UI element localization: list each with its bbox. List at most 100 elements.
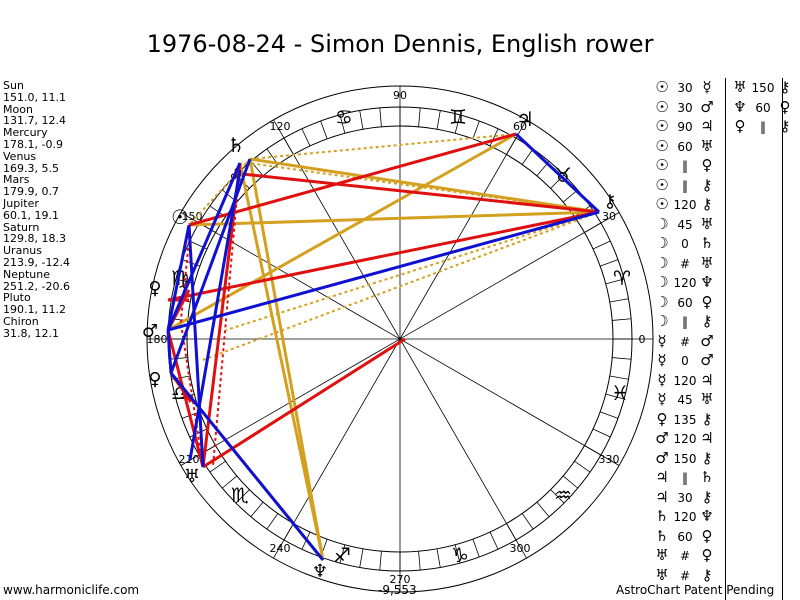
sign-pisces-icon: ♓ bbox=[611, 381, 629, 405]
degree-tick bbox=[359, 110, 364, 130]
aspect-angle: 150 bbox=[751, 81, 775, 95]
aspect-planet-glyph: ☉ bbox=[655, 136, 669, 155]
aspect-angle: ‖ bbox=[682, 178, 688, 193]
aspect-row: ♀ 135 ⚷ bbox=[652, 410, 742, 430]
aspect-row: ☽ 0 ♄ bbox=[652, 234, 742, 254]
degree-tick bbox=[550, 489, 565, 504]
aspect-planet-glyph: ⚷ bbox=[701, 448, 713, 467]
aspect-row: ♅ 150 ⚷ bbox=[730, 78, 800, 98]
aspect-planet-glyph: ♃ bbox=[700, 429, 714, 447]
aspect-row: ☉ 90 ♃ bbox=[652, 117, 742, 137]
planet-coords: 179.9, 0.7 bbox=[3, 185, 59, 199]
aspect-planet-glyph: ♀ bbox=[701, 546, 713, 564]
aspect-line bbox=[166, 162, 242, 331]
uranus-icon: ♅ bbox=[184, 466, 200, 487]
aspect-line bbox=[167, 210, 600, 302]
aspect-planet-glyph: ♅ bbox=[700, 214, 714, 233]
aspect-angle: 30 bbox=[677, 490, 693, 505]
aspect-line bbox=[166, 224, 191, 331]
degree-tick bbox=[521, 513, 534, 530]
aspect-planet-glyph: ♄ bbox=[655, 526, 669, 545]
aspect-row: ☉ 60 ♅ bbox=[652, 137, 742, 157]
aspect-line bbox=[249, 133, 517, 160]
sign-aries-icon: ♈ bbox=[613, 266, 631, 290]
planet-coords: 169.3, 5.5 bbox=[3, 161, 59, 175]
aspect-row: ☉ ‖ ⚷ bbox=[652, 176, 742, 196]
degree-tick bbox=[339, 544, 346, 564]
aspect-row: ♄ 120 ♆ bbox=[652, 507, 742, 527]
aspect-list-primary: ☉ 30 ☿ ☉ 30 ♂ ☉ 90 ♃ ☉ 60 ♅ ☉ ‖ ♀ ☉ ‖ ⚷ ☉ 120 ⚷ ☽ 45 ♅ ☽ 0 ♄ ☽ # ♅ ☽ 12… bbox=[652, 78, 742, 585]
label-120: 120 bbox=[270, 120, 291, 133]
aspect-line bbox=[188, 132, 517, 227]
planet-coords: 178.1, -0.9 bbox=[3, 137, 63, 151]
aspect-planet-glyph: ☽ bbox=[655, 273, 669, 291]
label-90: 90 bbox=[393, 89, 407, 102]
aspect-row: ☽ ‖ ⚷ bbox=[652, 312, 742, 332]
planet-coords: 190.1, 11.2 bbox=[3, 303, 66, 317]
aspect-planet-glyph: ♄ bbox=[700, 234, 714, 252]
aspect-planet-glyph: ♃ bbox=[700, 117, 714, 135]
venus-icon: ♀ bbox=[148, 278, 161, 299]
sign-sagittarius-icon: ♐ bbox=[333, 543, 351, 567]
aspect-planet-glyph: ☽ bbox=[655, 214, 669, 233]
aspect-angle: 0 bbox=[681, 354, 689, 368]
degree-tick bbox=[574, 460, 591, 473]
aspect-line bbox=[202, 337, 406, 469]
neptune-icon: ♆ bbox=[312, 561, 328, 582]
aspect-angle: 0 bbox=[681, 237, 689, 251]
aspect-planet-glyph: ♅ bbox=[700, 390, 714, 408]
planet-name: Jupiter bbox=[3, 196, 39, 210]
aspect-planet-glyph: ☉ bbox=[655, 117, 669, 135]
aspect-planet-glyph: ⚷ bbox=[701, 487, 713, 506]
aspect-row: ☽ 60 ♀ bbox=[652, 293, 742, 313]
patent-notice: AstroChart Patent Pending bbox=[616, 583, 775, 597]
degree-tick bbox=[605, 393, 625, 400]
aspect-angle: 60 bbox=[677, 529, 693, 544]
aspect-angle: ‖ bbox=[682, 471, 688, 485]
label-330: 330 bbox=[599, 453, 620, 466]
aspect-divider-left bbox=[725, 78, 726, 600]
aspect-angle: # bbox=[679, 256, 691, 271]
aspect-planet-glyph: ♀ bbox=[779, 97, 791, 116]
aspect-list-secondary: ♅ 150 ⚷ ♆ 60 ♀ ♀ ‖ ⚷ bbox=[730, 78, 800, 137]
degree-tick bbox=[562, 189, 578, 203]
aspect-planet-glyph: ⚷ bbox=[779, 117, 791, 135]
degree-tick bbox=[379, 107, 382, 127]
aspect-planet-glyph: ☿ bbox=[657, 331, 667, 350]
aspect-angle: 120 bbox=[673, 276, 697, 290]
planet-name: Uranus bbox=[3, 244, 42, 258]
aspect-angle: ‖ bbox=[760, 120, 766, 134]
label-240: 240 bbox=[270, 542, 291, 555]
aspect-planet-glyph: ♃ bbox=[700, 370, 714, 389]
aspect-row: ☉ 120 ⚷ bbox=[652, 195, 742, 215]
website-link[interactable]: www.harmoniclife.com bbox=[3, 583, 140, 597]
aspect-line bbox=[166, 329, 173, 374]
aspect-planet-glyph: ♀ bbox=[734, 117, 746, 135]
aspect-planet-glyph: ⚷ bbox=[701, 565, 713, 584]
aspect-angle: 45 bbox=[677, 217, 693, 232]
aspect-planet-glyph: ♃ bbox=[655, 468, 669, 486]
aspect-planet-glyph: ☽ bbox=[655, 234, 669, 252]
aspect-row: ☉ 30 ♂ bbox=[652, 98, 742, 118]
aspect-line bbox=[181, 329, 204, 468]
aspect-line bbox=[167, 132, 517, 332]
planet-name: Chiron bbox=[3, 314, 39, 328]
aspect-planet-glyph: ♅ bbox=[700, 136, 714, 155]
sign-gemini-icon: ♊ bbox=[449, 105, 467, 129]
aspect-planet-glyph: ♂ bbox=[655, 448, 669, 467]
aspect-planet-glyph: ♀ bbox=[701, 526, 713, 545]
degree-tick bbox=[472, 120, 480, 139]
aspect-angle: 150 bbox=[673, 451, 697, 466]
pluto-icon: ♀ bbox=[148, 369, 161, 390]
degree-tick bbox=[379, 551, 382, 571]
planet-name: Sun bbox=[3, 79, 24, 92]
label-300: 300 bbox=[510, 542, 531, 555]
degree-tick bbox=[600, 259, 619, 267]
degree-tick bbox=[489, 128, 499, 147]
aspect-row: ♅ # ⚷ bbox=[652, 566, 742, 586]
aspect-divider-right bbox=[782, 78, 783, 600]
label-0: 0 bbox=[639, 333, 646, 346]
degree-tick bbox=[612, 318, 632, 321]
degree-tick bbox=[250, 501, 264, 517]
aspect-planet-glyph: ☽ bbox=[655, 253, 669, 272]
